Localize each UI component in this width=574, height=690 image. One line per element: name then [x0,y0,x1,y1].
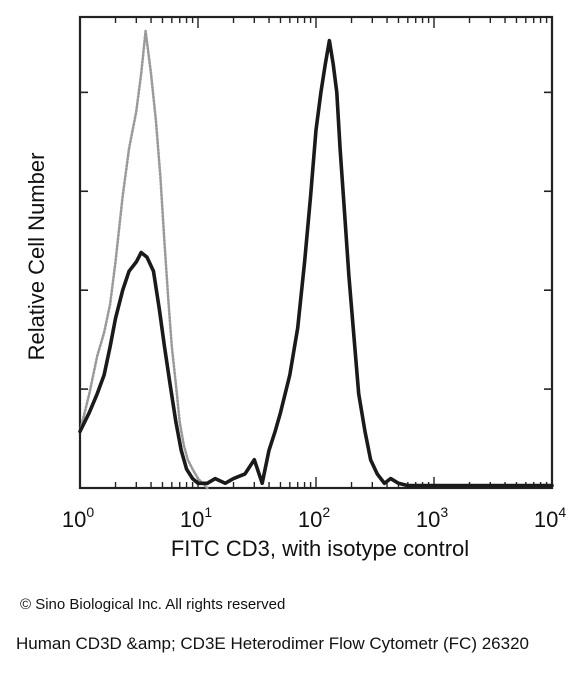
plot-border [78,15,554,490]
plot-frame [78,15,554,490]
fitc-cd3-series [78,38,554,488]
series-layer [78,29,554,490]
x-tick-label: 100 [62,504,94,532]
y-axis-ticks [80,91,552,489]
x-axis-ticks [79,17,548,488]
x-tick-label: 104 [534,504,566,532]
figure-caption: Human CD3D &amp; CD3E Heterodimer Flow C… [16,634,529,653]
x-tick-label: 102 [298,504,330,532]
x-axis-tick-labels: 100 101 102 103 104 [62,504,566,532]
x-tick-label: 103 [416,504,448,532]
isotype-control-series [78,29,209,490]
flow-cytometry-histogram: 100 101 102 103 104 FITC CD3, with isotype c… [24,15,566,561]
x-tick-label: 101 [180,504,212,532]
copyright-notice: © Sino Biological Inc. All rights reserv… [20,596,286,613]
x-axis-title: FITC CD3, with isotype control [171,536,469,561]
y-axis-title: Relative Cell Number [24,153,49,361]
